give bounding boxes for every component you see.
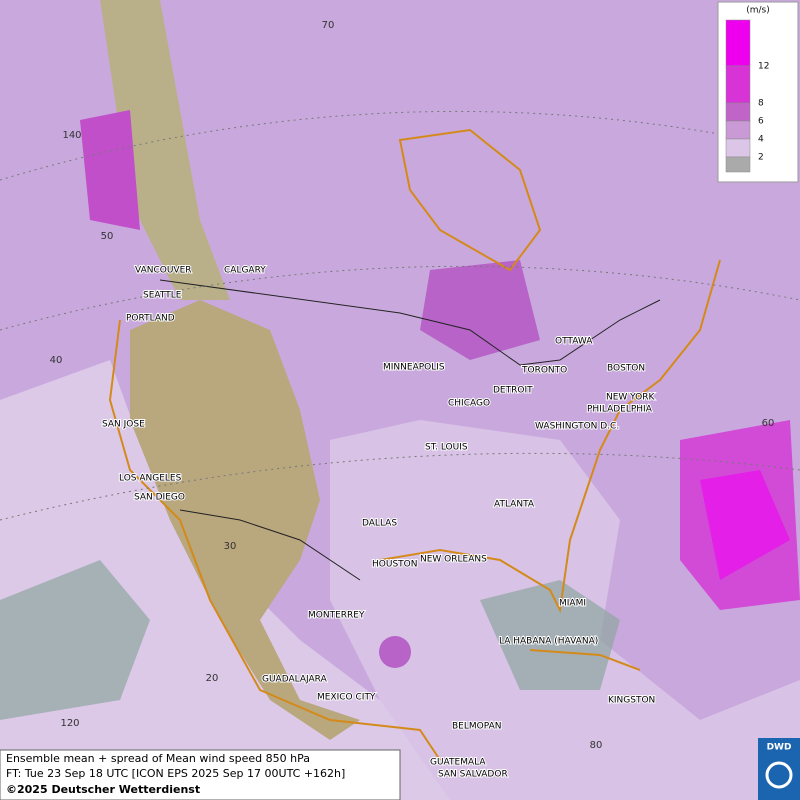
city-label: NEW YORK — [606, 393, 656, 403]
grid-label: 80 — [590, 740, 603, 751]
logo-swirl — [765, 761, 793, 789]
legend-swatch — [725, 102, 751, 122]
city-label: MIAMI — [559, 599, 586, 609]
coastline — [529, 649, 641, 671]
city-label: CHICAGO — [448, 399, 490, 409]
legend-level: 12 — [758, 62, 769, 72]
grid-label: 40 — [50, 355, 63, 366]
border — [179, 509, 361, 581]
legend-level: 2 — [758, 153, 764, 163]
border — [159, 279, 661, 366]
city-label: OTTAWA — [555, 337, 593, 347]
city-label: DETROIT — [493, 386, 533, 396]
city-label: PHILADELPHIA — [587, 405, 653, 415]
caption-forecast: FT: Tue 23 Sep 18 UTC [ICON EPS 2025 Sep… — [6, 767, 345, 780]
legend-swatch — [725, 65, 751, 104]
city-label: BELMOPAN — [452, 722, 501, 732]
city-label: GUADALAJARA — [262, 675, 328, 685]
terrain — [130, 300, 360, 740]
legend-unit: (m/s) — [746, 6, 770, 16]
city-label: NEW ORLEANS — [420, 555, 487, 565]
coastline — [108, 319, 441, 761]
grid-label: 140 — [62, 130, 81, 141]
grid-label: 50 — [101, 231, 114, 242]
graticule — [0, 110, 800, 521]
grid-label: 120 — [60, 718, 79, 729]
legend-swatch — [725, 19, 751, 67]
city-label: MONTERREY — [308, 611, 365, 621]
city-label: DALLAS — [362, 519, 397, 529]
caption-copyright: ©2025 Deutscher Wetterdienst — [6, 783, 200, 796]
city-label: VANCOUVER — [135, 266, 192, 276]
legend-level: 8 — [758, 99, 764, 109]
legend-level: 6 — [758, 117, 764, 127]
grid-label: 60 — [762, 418, 775, 429]
city-label: LOS ANGELES — [119, 474, 182, 484]
city-label: WASHINGTON D.C. — [535, 422, 619, 432]
legend-level: 4 — [758, 135, 764, 145]
city-label: ATLANTA — [494, 500, 535, 510]
sea-area — [0, 560, 150, 720]
city-label: PORTLAND — [126, 314, 175, 324]
high-wind-area — [420, 260, 540, 360]
coastline — [379, 259, 721, 614]
city-label: SEATTLE — [143, 291, 182, 301]
high-wind-area — [700, 470, 790, 580]
legend-swatch — [725, 120, 751, 140]
grid-label: 30 — [224, 541, 237, 552]
city-label: GUATEMALA — [430, 758, 486, 768]
legend-swatch — [725, 156, 751, 173]
logo-text: DWD — [767, 743, 792, 753]
coastline — [398, 128, 542, 272]
city-label: KINGSTON — [608, 696, 655, 706]
caption-title: Ensemble mean + spread of Mean wind spee… — [6, 752, 310, 765]
high-wind-area — [80, 110, 140, 230]
legend-swatch — [725, 138, 751, 158]
city-label: LA HABANA (HAVANA) — [499, 637, 598, 647]
city-label: HOUSTON — [372, 560, 417, 570]
city-label: SAN DIEGO — [134, 493, 185, 503]
city-label: CALGARY — [224, 266, 266, 276]
city-label: BOSTON — [607, 364, 645, 374]
high-wind-area — [379, 636, 411, 668]
city-label: ST. LOUIS — [425, 443, 468, 453]
city-label: TORONTO — [521, 366, 567, 376]
city-label: SAN JOSE — [102, 420, 145, 430]
grid-label: 70 — [322, 20, 335, 31]
sea-area — [480, 580, 620, 690]
city-label: SAN SALVADOR — [438, 770, 508, 780]
city-label: MINNEAPOLIS — [383, 363, 445, 373]
grid-label: 20 — [206, 673, 219, 684]
terrain — [100, 0, 230, 300]
logo — [758, 738, 800, 800]
city-label: MEXICO CITY — [317, 693, 376, 703]
caption-box — [0, 749, 401, 800]
